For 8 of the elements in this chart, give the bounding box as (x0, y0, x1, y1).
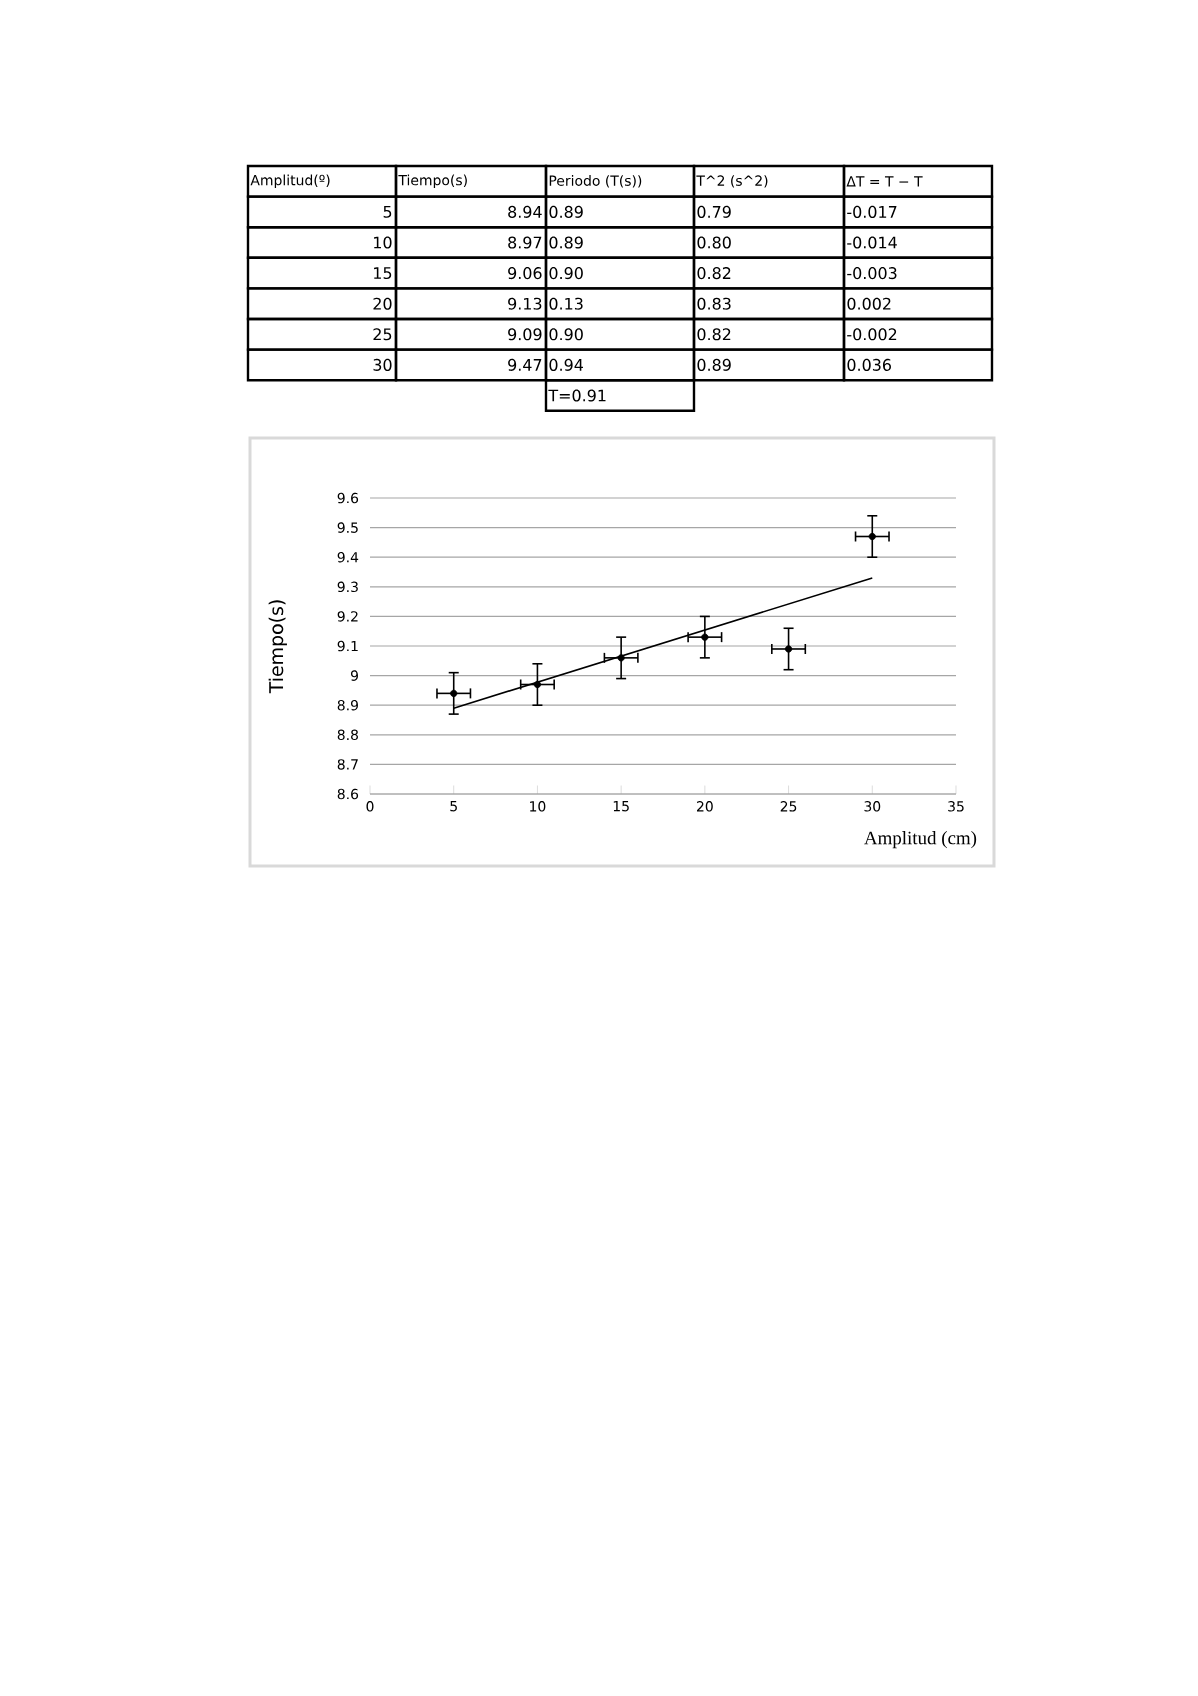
point (450, 689, 458, 697)
point (868, 532, 876, 541)
point (701, 633, 709, 641)
x-axis-title: Amplitud (cm) (864, 831, 977, 849)
point (784, 645, 793, 653)
point (617, 654, 625, 662)
point (533, 680, 542, 689)
y-axis-title: Tiempo(s) (268, 600, 287, 694)
